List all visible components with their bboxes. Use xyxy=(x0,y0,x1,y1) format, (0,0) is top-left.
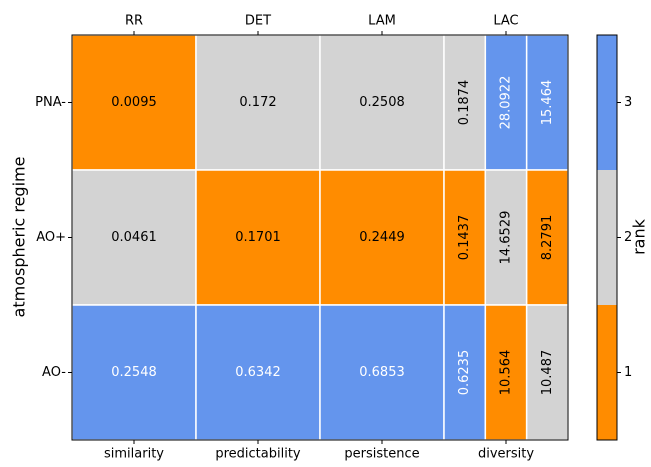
cell xyxy=(71,34,197,171)
y-axis-label: atmospheric regime xyxy=(10,157,29,318)
x-tick-label-top: LAM xyxy=(368,14,396,29)
cell-value: 0.2508 xyxy=(359,95,405,110)
cell xyxy=(71,304,197,441)
x-tick-label-bottom: persistence xyxy=(344,447,419,462)
colorbar-tick-label: 2 xyxy=(624,230,632,245)
cell-value: 10.564 xyxy=(499,350,514,396)
cell-value: 0.0095 xyxy=(111,95,157,110)
cell-value: 0.2449 xyxy=(359,230,405,245)
cell xyxy=(195,304,321,441)
colorbar-segment xyxy=(597,35,617,170)
cell xyxy=(525,304,569,441)
colorbar-segment xyxy=(597,170,617,305)
y-tick-label: PNA- xyxy=(35,95,66,110)
x-tick-label-top: DET xyxy=(245,14,271,29)
cell-value: 0.6235 xyxy=(457,350,472,396)
cell-value: 0.1701 xyxy=(235,230,281,245)
cell-value: 0.172 xyxy=(239,95,276,110)
colorbar-label: rank xyxy=(630,218,649,255)
cell-value: 10.487 xyxy=(540,350,555,396)
cell-value: 8.2791 xyxy=(540,215,555,261)
x-tick-label-bottom: diversity xyxy=(478,447,534,462)
colorbar-segment xyxy=(597,305,617,440)
cell xyxy=(319,304,445,441)
y-tick-label: AO- xyxy=(42,365,66,380)
x-tick-label-bottom: similarity xyxy=(104,447,164,462)
cell xyxy=(525,34,569,171)
cell-value: 15.464 xyxy=(540,80,555,126)
y-tick-label: AO+ xyxy=(36,230,66,245)
cell-value: 0.2548 xyxy=(111,365,157,380)
cell-value: 0.0461 xyxy=(111,230,157,245)
x-tick-label-bottom: predictability xyxy=(215,447,301,462)
colorbar-tick-label: 3 xyxy=(624,95,632,110)
cell-value: 0.6342 xyxy=(235,365,281,380)
cell-value: 0.1437 xyxy=(457,215,472,261)
colorbar-tick-label: 1 xyxy=(624,365,632,380)
cell-value: 14.6529 xyxy=(499,211,514,265)
cell-value: 0.6853 xyxy=(359,365,405,380)
x-tick-label-top: RR xyxy=(125,14,143,29)
x-tick-label-top: LAC xyxy=(493,14,518,29)
cell-value: 0.1874 xyxy=(457,80,472,126)
cell xyxy=(525,169,569,306)
cell xyxy=(195,34,321,171)
cell xyxy=(443,169,487,306)
cell xyxy=(195,169,321,306)
cell-value: 28.0922 xyxy=(499,76,514,130)
cell xyxy=(484,304,528,441)
cell xyxy=(443,304,487,441)
